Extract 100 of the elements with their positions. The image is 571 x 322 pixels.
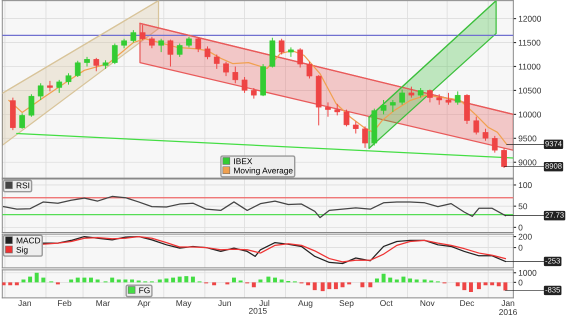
- candlestick: [418, 88, 424, 98]
- y-tick-label: 11500: [518, 40, 540, 46]
- legend-label: Moving Average: [234, 167, 293, 176]
- x-tick-label: Jul: [259, 300, 270, 306]
- x-tick-label: Aug: [298, 300, 312, 308]
- bar: [360, 282, 364, 288]
- x-axis-title: 2015: [248, 308, 267, 314]
- x-tick-label: Dec: [460, 300, 474, 306]
- candlestick: [454, 90, 461, 106]
- x-tick-label: Jan: [18, 300, 31, 306]
- candlestick: [344, 109, 350, 127]
- candlestick: [38, 82, 44, 100]
- bar: [484, 282, 488, 286]
- x-tick-label: Nov: [420, 300, 435, 306]
- y-tick-label: 12000: [518, 16, 542, 22]
- candlestick: [446, 92, 452, 106]
- bar: [476, 282, 481, 290]
- bar: [496, 282, 501, 286]
- bar: [273, 278, 278, 282]
- candlestick: [250, 88, 257, 100]
- x-tick-label: May: [176, 300, 192, 308]
- candlestick: [112, 43, 118, 65]
- bar: [116, 279, 121, 282]
- bar: [320, 282, 325, 292]
- bar: [96, 279, 100, 282]
- bar: [41, 278, 46, 282]
- candlestick: [56, 79, 62, 94]
- y-tick-label: 200: [518, 234, 532, 240]
- bar: [28, 276, 32, 282]
- bar: [266, 276, 270, 282]
- y-tick-label: 0: [518, 280, 522, 286]
- x-tick-label: Oct: [380, 300, 393, 306]
- y-tick-label: 11000: [518, 64, 540, 70]
- candlestick: [232, 66, 238, 84]
- x-tick-label: Apr: [137, 300, 150, 308]
- y-tick-label: 10500: [518, 88, 542, 94]
- candlestick: [140, 24, 146, 41]
- bar: [21, 279, 26, 282]
- x-tick-label: Mar: [96, 300, 110, 306]
- bar: [184, 276, 188, 282]
- candlestick: [325, 102, 331, 118]
- bar: [158, 279, 162, 282]
- bar: [232, 278, 236, 282]
- candlestick: [436, 94, 442, 106]
- candlestick: [380, 100, 386, 115]
- bar: [374, 278, 379, 282]
- y-tick-label: 1000: [518, 270, 536, 276]
- bar: [212, 282, 216, 286]
- legend-label: Sig: [16, 246, 28, 254]
- candlestick: [168, 39, 174, 67]
- y-tick-label: 50: [518, 203, 528, 210]
- x-tick-label: Sep: [339, 300, 354, 308]
- candlestick: [214, 54, 220, 70]
- candlestick: [93, 57, 100, 72]
- bar: [414, 279, 419, 282]
- candlestick: [352, 121, 359, 134]
- candlestick: [19, 112, 25, 130]
- bar: [468, 282, 473, 292]
- candlestick: [130, 30, 136, 44]
- bar: [34, 272, 39, 282]
- x-tick-label: Jan 2016: [499, 300, 517, 316]
- legend-label: RSI: [16, 182, 30, 188]
- bar: [178, 276, 182, 282]
- candlestick: [482, 128, 488, 142]
- bar: [401, 276, 406, 282]
- bar: [456, 282, 460, 286]
- bar: [110, 278, 114, 282]
- bar: [503, 282, 508, 290]
- candlestick: [158, 38, 164, 53]
- bar: [130, 279, 134, 282]
- y-tick-label: 9500: [518, 136, 536, 142]
- bar: [394, 279, 399, 282]
- bar: [258, 279, 262, 282]
- legend-label: MACD: [16, 238, 40, 244]
- bar: [327, 282, 332, 290]
- y-tick-label: 100: [518, 182, 532, 188]
- line-series: [2, 196, 506, 218]
- x-tick-label: Feb: [58, 300, 72, 306]
- candlestick: [501, 147, 507, 168]
- bar: [252, 282, 256, 288]
- candlestick: [473, 116, 480, 135]
- candlestick: [195, 37, 202, 53]
- candlestick: [362, 126, 368, 148]
- bar: [2, 282, 6, 286]
- candlestick: [306, 61, 312, 79]
- legend-label: IBEX: [234, 158, 252, 164]
- candlestick: [390, 100, 396, 112]
- bar: [334, 282, 338, 290]
- x-tick-label: Jun: [218, 300, 231, 306]
- y-tick-label: 0: [518, 244, 522, 251]
- candlestick: [242, 76, 248, 94]
- candlestick: [399, 88, 405, 106]
- bar: [368, 282, 372, 288]
- bar: [408, 278, 412, 282]
- candlestick: [66, 72, 72, 86]
- bar: [388, 278, 392, 282]
- candlestick: [334, 103, 340, 116]
- bar: [462, 282, 466, 290]
- bar: [89, 278, 93, 282]
- candlestick: [278, 38, 284, 55]
